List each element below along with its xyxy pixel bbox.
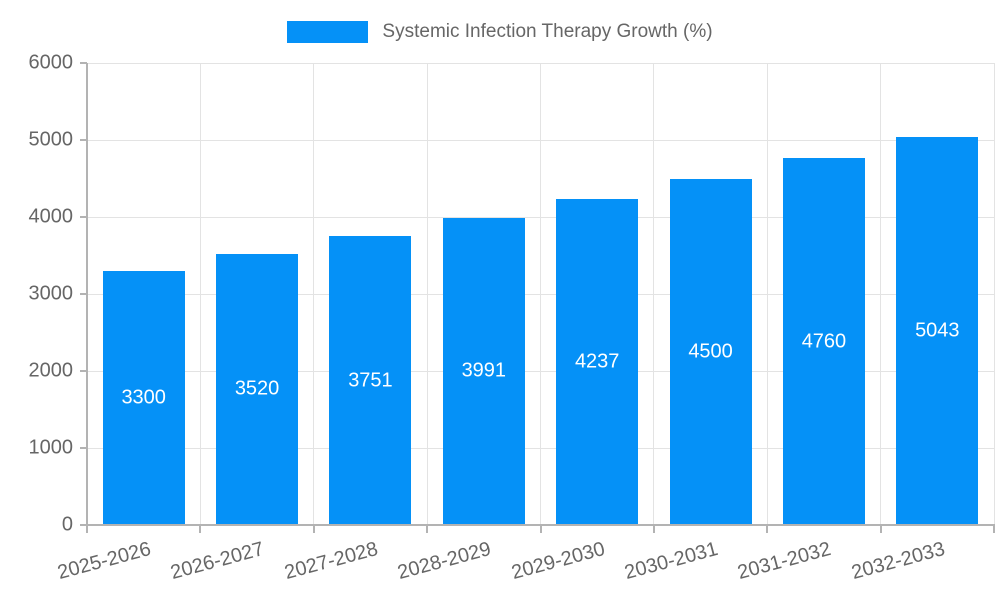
x-axis-tick [426, 525, 429, 533]
y-axis-tick [80, 370, 87, 372]
gridline-v [540, 63, 541, 525]
x-tick-label: 2029-2030 [508, 538, 607, 585]
bar[interactable] [896, 136, 979, 524]
bar-value-label: 3300 [121, 386, 166, 409]
x-axis-line [86, 524, 995, 526]
y-tick-label: 4000 [28, 205, 74, 228]
bar-value-label: 4237 [574, 350, 620, 373]
x-tick-label: 2030-2031 [622, 538, 721, 585]
bar[interactable] [556, 198, 639, 524]
bar-value-label: 3751 [348, 369, 393, 392]
bar[interactable] [216, 253, 299, 524]
legend[interactable]: Systemic Infection Therapy Growth (%) [0, 14, 1000, 50]
bar[interactable] [669, 178, 752, 524]
x-axis-tick [199, 525, 202, 533]
gridline-v [199, 63, 201, 525]
y-axis-tick [80, 216, 87, 218]
x-axis-tick [879, 525, 882, 533]
y-axis-tick [80, 62, 87, 64]
x-axis-tick [539, 525, 542, 533]
bar-value-label: 4760 [801, 330, 847, 353]
x-tick-label: 2032-2033 [848, 538, 948, 585]
x-axis-tick [993, 525, 995, 533]
y-tick-label: 6000 [28, 51, 74, 74]
gridline-v [993, 63, 995, 525]
bar[interactable] [329, 236, 412, 524]
x-tick-label: 2028-2029 [395, 538, 494, 585]
legend-swatch [287, 21, 369, 43]
y-axis-line [86, 63, 88, 527]
bar[interactable] [442, 217, 525, 524]
y-tick-label: 5000 [28, 128, 74, 151]
x-axis-tick [86, 525, 88, 533]
y-axis-tick [80, 447, 87, 449]
x-tick-label: 2031-2032 [735, 538, 834, 585]
y-axis-tick [80, 524, 87, 526]
gridline-v [766, 63, 768, 525]
bar[interactable] [782, 158, 865, 524]
gridline-v [880, 63, 882, 525]
bar-value-label: 3520 [234, 377, 280, 400]
bar-value-label: 5043 [915, 319, 960, 342]
gridline-v [426, 63, 428, 525]
y-axis-tick [80, 293, 87, 295]
bar[interactable] [102, 270, 185, 524]
y-tick-label: 2000 [28, 359, 74, 382]
y-tick-label: 1000 [28, 436, 74, 459]
gridline-v [313, 63, 315, 525]
x-axis-tick [652, 525, 655, 533]
gridline-v [653, 63, 655, 525]
bar-value-label: 3991 [461, 359, 507, 382]
bar-value-label: 4500 [688, 340, 733, 363]
y-axis-tick [80, 139, 87, 141]
y-tick-label: 3000 [28, 282, 74, 305]
x-tick-label: 2027-2028 [282, 538, 381, 585]
x-axis-tick [312, 525, 315, 533]
x-axis-tick [766, 525, 769, 533]
legend-label: Systemic Infection Therapy Growth (%) [382, 21, 713, 42]
y-tick-label: 0 [61, 513, 73, 536]
x-tick-label: 2025-2026 [55, 538, 154, 585]
x-tick-label: 2026-2027 [168, 538, 267, 585]
